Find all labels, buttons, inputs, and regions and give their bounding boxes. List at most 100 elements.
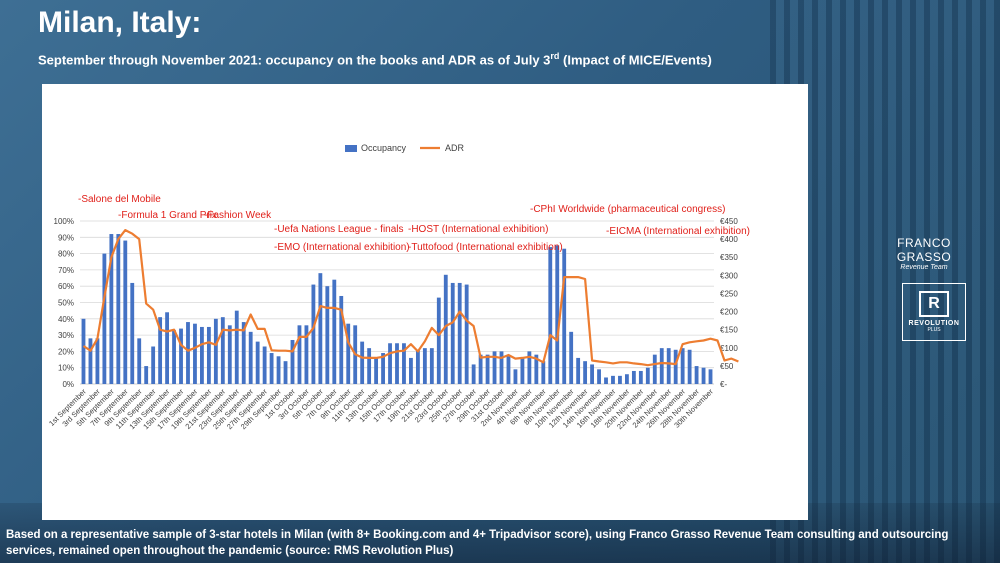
occupancy-bar (130, 282, 135, 384)
event-annotation: -Salone del Mobile (78, 194, 161, 205)
y-left-tick-label: 100% (54, 217, 74, 226)
legend-occupancy-label: Occupancy (361, 143, 407, 153)
y-left-tick-label: 80% (58, 250, 74, 259)
occupancy-bar (562, 248, 567, 384)
occupancy-bar (569, 331, 574, 384)
occupancy-bar (276, 356, 281, 384)
occupancy-bar (631, 370, 636, 384)
occupancy-bar (381, 353, 385, 384)
occupancy-bar (666, 348, 671, 384)
revolution-logo-name: REVOLUTION (908, 320, 960, 327)
background-decoration (770, 0, 1000, 563)
occupancy-bar (673, 349, 678, 384)
occupancy-bar (102, 253, 107, 384)
y-right-tick-label: €200 (720, 308, 738, 317)
revolution-logo-sub: PLUS (927, 327, 941, 333)
event-annotation: -EMO (International exhibition) (274, 242, 410, 253)
adr-line (82, 229, 739, 367)
occupancy-bar (527, 351, 532, 384)
subtitle-tail: (Impact of MICE/Events) (559, 52, 712, 68)
occupancy-bar (220, 317, 225, 384)
occupancy-bar (415, 349, 420, 384)
occupancy-bar (360, 341, 365, 384)
occupancy-bar (436, 297, 441, 384)
occupancy-bar (604, 377, 608, 384)
occupancy-bar (346, 323, 351, 384)
occupancy-bar (471, 364, 476, 384)
event-annotation: -HOST (International exhibition) (408, 224, 548, 235)
occupancy-bar (576, 357, 581, 384)
occupancy-bar (513, 369, 518, 384)
occupancy-bar (548, 247, 553, 384)
y-right-tick-label: €- (720, 380, 727, 389)
occupancy-bar (499, 351, 504, 384)
occupancy-bar (248, 331, 253, 384)
legend-occupancy-swatch (345, 145, 357, 152)
y-right-tick-label: €50 (720, 362, 734, 371)
franco-grasso-logo-sub: Revenue Team (900, 264, 948, 271)
y-right-tick-label: €100 (720, 344, 738, 353)
occupancy-bar (701, 367, 706, 384)
subtitle-superscript: rd (550, 51, 560, 61)
y-right-tick-label: €400 (720, 235, 738, 244)
occupancy-bar (137, 338, 142, 384)
occupancy-bar (687, 349, 692, 384)
event-annotation: -Fashion Week (204, 210, 272, 221)
occupancy-bar (611, 375, 615, 384)
occupancy-bar (590, 364, 594, 384)
occupancy-bar (708, 369, 713, 384)
occupancy-bar (339, 295, 344, 384)
occupancy-bar (179, 328, 183, 384)
footer-note: Based on a representative sample of 3-st… (6, 529, 949, 557)
occupancy-bar (645, 367, 650, 384)
y-left-tick-label: 50% (58, 299, 74, 308)
occupancy-bar (116, 234, 121, 384)
occupancy-bar (583, 361, 588, 384)
y-left-tick-label: 90% (58, 233, 74, 242)
occupancy-bar (158, 317, 163, 384)
legend-adr-label: ADR (445, 143, 465, 153)
chart-panel: 0% 10% 20% 30% 40% 50% 60% 70% 80% 90% 100% €- €50 €1… (42, 84, 808, 520)
y-left-tick-label: 30% (58, 331, 74, 340)
occupancy-bar (186, 322, 190, 384)
y-left-tick-label: 60% (58, 282, 74, 291)
y-left-tick-label: 20% (58, 347, 74, 356)
occupancy-bar (624, 374, 629, 384)
occupancy-bar (241, 322, 246, 384)
y-right-tick-label: €150 (720, 326, 738, 335)
event-annotation: -Formula 1 Grand Prix (118, 210, 217, 221)
occupancy-bar (694, 366, 699, 384)
occupancy-bar (297, 325, 302, 384)
occupancy-bar (395, 343, 399, 384)
occupancy-bar (213, 318, 218, 384)
occupancy-bar (318, 273, 323, 384)
occupancy-bar (95, 338, 100, 384)
revolution-plus-logo: R REVOLUTION PLUS (902, 283, 966, 341)
y-right-tick-label: €300 (720, 271, 738, 280)
occupancy-bar (151, 346, 156, 384)
event-annotation: -CPhI Worldwide (pharmaceutical congress… (530, 204, 725, 215)
revolution-logo-mark: R (919, 291, 949, 317)
occupancy-bar (206, 326, 211, 384)
occupancy-bar (402, 343, 406, 384)
occupancy-bar (255, 341, 260, 384)
occupancy-bar (652, 354, 657, 384)
occupancy-bar (123, 240, 128, 384)
page-subtitle: September through November 2021: occupan… (38, 51, 712, 67)
occupancy-bar (485, 354, 490, 384)
y-right-tick-label: €350 (720, 253, 738, 262)
occupancy-bar (367, 348, 372, 384)
y-right-tick-label: €450 (720, 217, 738, 226)
occupancy-bar (492, 351, 497, 384)
franco-grasso-logo: FRANCO GRASSO Revenue Team (884, 236, 964, 271)
occupancy-bar (144, 366, 149, 384)
occupancy-bar (193, 323, 197, 384)
occupancy-bar (262, 346, 267, 384)
occupancy-bar (200, 326, 204, 384)
occupancy-bar (374, 357, 379, 384)
occupancy-bar (422, 348, 427, 384)
occupancy-bar (388, 343, 392, 384)
occupancy-bar (450, 282, 455, 384)
subtitle-main: September through November 2021: occupan… (38, 52, 551, 68)
occupancy-bar (332, 279, 337, 384)
